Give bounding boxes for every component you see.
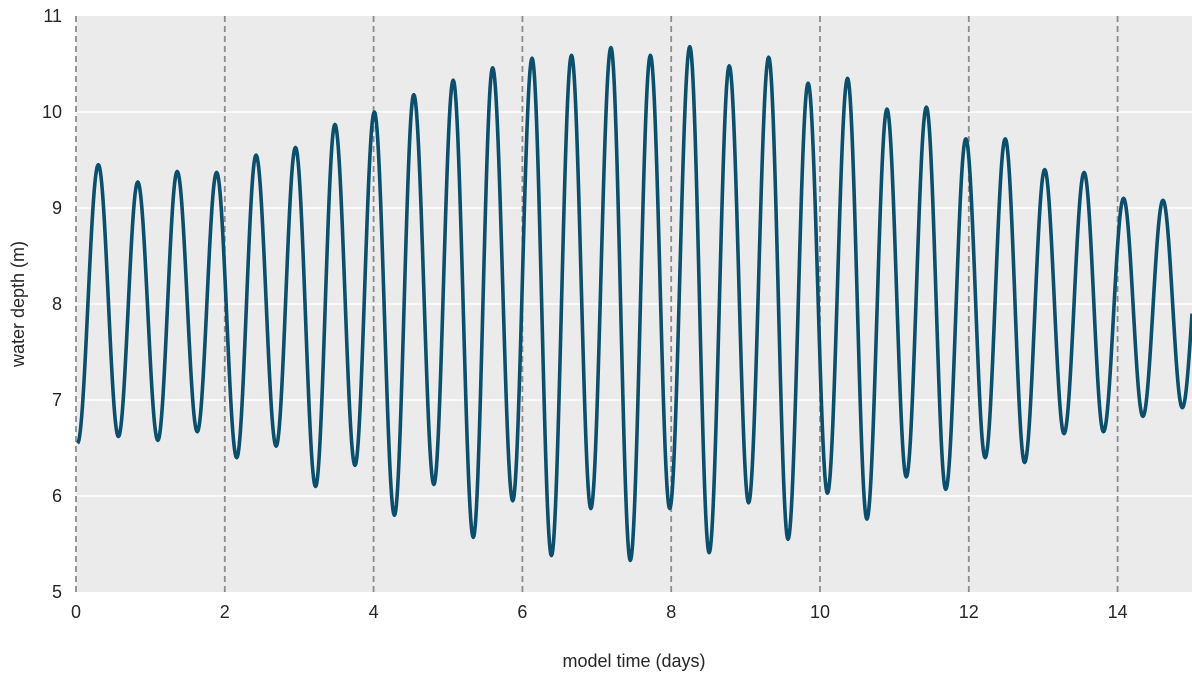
x-tick-label: 0 <box>71 602 81 622</box>
x-axis-title: model time (days) <box>562 651 705 671</box>
y-axis-ticks: 5 6 7 8 9 10 11 <box>42 6 62 602</box>
x-tick-label: 4 <box>369 602 379 622</box>
x-tick-label: 8 <box>666 602 676 622</box>
water-depth-line <box>76 44 1192 563</box>
y-tick-label: 6 <box>52 486 62 506</box>
y-tick-label: 8 <box>52 294 62 314</box>
y-axis-title: water depth (m) <box>8 241 28 368</box>
y-tick-label: 10 <box>42 102 62 122</box>
y-tick-label: 11 <box>43 6 62 26</box>
x-tick-label: 14 <box>1108 602 1128 622</box>
y-tick-label: 7 <box>52 390 62 410</box>
x-tick-label: 10 <box>810 602 830 622</box>
y-tick-label: 5 <box>52 582 62 602</box>
y-tick-label: 9 <box>52 198 62 218</box>
x-tick-label: 2 <box>220 602 230 622</box>
x-tick-label: 6 <box>517 602 527 622</box>
x-tick-label: 12 <box>959 602 979 622</box>
x-axis-ticks: 0 2 4 6 8 10 12 14 <box>71 602 1128 622</box>
